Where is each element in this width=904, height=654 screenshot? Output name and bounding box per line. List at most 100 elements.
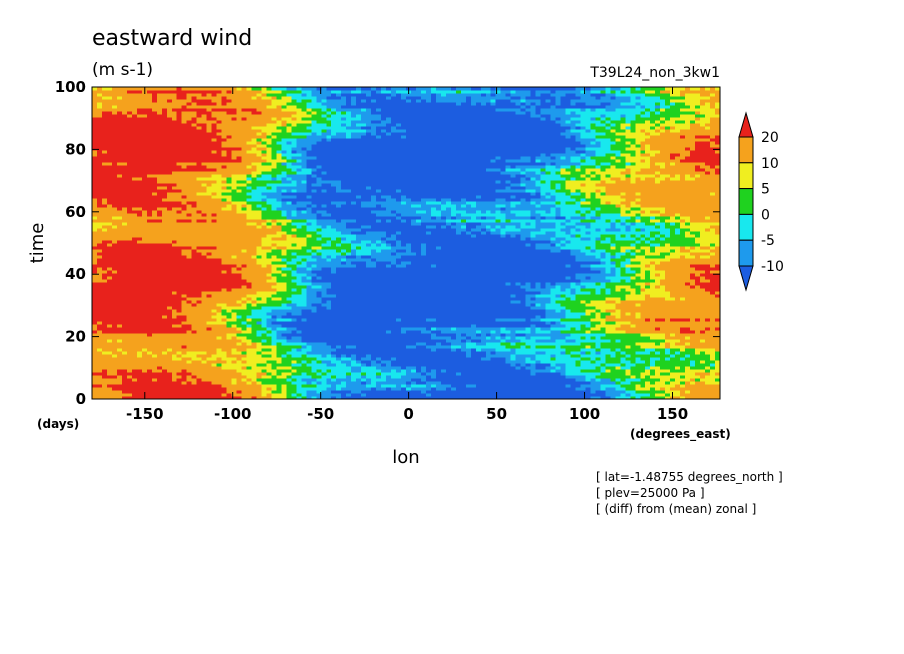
heatmap-cell [495,333,502,337]
heatmap-cell [371,342,377,346]
heatmap-cell [520,288,527,292]
heatmap-cell [376,297,382,301]
heatmap-cell [111,396,118,400]
heatmap-cell [351,369,357,373]
heatmap-cell [510,324,517,328]
heatmap-cell [630,318,636,322]
heatmap-cell [560,369,566,373]
heatmap-cell [495,381,502,385]
heatmap-cell [665,297,671,301]
heatmap-cell [670,351,676,355]
heatmap-cell [550,339,556,343]
heatmap-cell [381,369,387,373]
heatmap-cell [590,381,596,385]
heatmap-cell [715,342,721,346]
heatmap-cell [171,390,178,394]
heatmap-cell [286,360,292,364]
heatmap-cell [146,324,153,328]
heatmap-cell [281,318,287,322]
heatmap-cell [545,330,551,334]
heatmap-cell [620,327,626,331]
heatmap-cell [371,375,377,379]
heatmap-cell [615,324,621,328]
heatmap-cell [455,285,462,289]
heatmap-cell [700,396,706,400]
heatmap-cell [570,333,576,337]
heatmap-cell [700,330,706,334]
heatmap-cell [371,393,377,397]
heatmap-cell [700,315,706,319]
heatmap-cell [495,336,502,340]
heatmap-cell [420,384,427,388]
heatmap-cell [221,288,227,292]
heatmap-cell [575,282,581,286]
heatmap-cell [266,294,272,298]
heatmap-cell [206,390,213,394]
heatmap-cell [241,315,247,319]
heatmap-cell [326,360,332,364]
heatmap-cell [650,333,656,337]
heatmap-cell [301,294,307,298]
heatmap-cell [92,387,98,391]
heatmap-cell [221,291,227,295]
heatmap-cell [381,330,387,334]
heatmap-cell [640,324,646,328]
heatmap-cell [660,387,666,391]
heatmap-cell [495,351,502,355]
heatmap-cell [445,285,452,289]
heatmap-cell [276,327,282,331]
heatmap-cell [535,354,541,358]
heatmap-cell [176,339,183,343]
heatmap-cell [246,321,252,325]
heatmap-cell [500,396,507,400]
heatmap-cell [460,375,467,379]
heatmap-cell [281,321,287,325]
heatmap-cell [410,339,417,343]
heatmap-cell [530,381,536,385]
heatmap-cell [620,363,626,367]
heatmap-cell [326,363,332,367]
heatmap-cell [440,282,447,286]
heatmap-cell [281,279,287,283]
heatmap-cell [261,336,267,340]
heatmap-cell [361,297,367,301]
heatmap-cell [346,363,352,367]
heatmap-cell [605,309,611,313]
heatmap-cell [665,369,671,373]
heatmap-cell [191,369,198,373]
heatmap-cell [710,381,716,385]
heatmap-cell [635,396,641,400]
heatmap-cell [251,396,257,400]
heatmap-cell [610,387,616,391]
heatmap-cell [435,369,442,373]
heatmap-cell [450,282,457,286]
heatmap-cell [386,321,392,325]
heatmap-cell [166,372,173,376]
heatmap-cell [256,327,262,331]
heatmap-cell [296,315,302,319]
heatmap-cell [615,288,621,292]
heatmap-cell [580,324,586,328]
heatmap-cell [176,291,183,295]
heatmap-cell [575,378,581,382]
heatmap-cell [635,291,641,295]
heatmap-cell [251,351,257,355]
heatmap-cell [371,363,377,367]
heatmap-cell [141,288,148,292]
heatmap-cell [635,282,641,286]
heatmap-cell [575,288,581,292]
heatmap-cell [520,390,527,394]
heatmap-cell [176,336,183,340]
heatmap-cell [425,378,432,382]
heatmap-cell [276,294,282,298]
heatmap-cell [126,351,133,355]
heatmap-cell [361,321,367,325]
heatmap-cell [391,363,397,367]
heatmap-cell [590,333,596,337]
heatmap-cell [640,303,646,307]
heatmap-cell [351,339,357,343]
heatmap-cell [221,333,227,337]
heatmap-cell [226,342,232,346]
heatmap-cell [490,381,497,385]
heatmap-cell [236,342,242,346]
